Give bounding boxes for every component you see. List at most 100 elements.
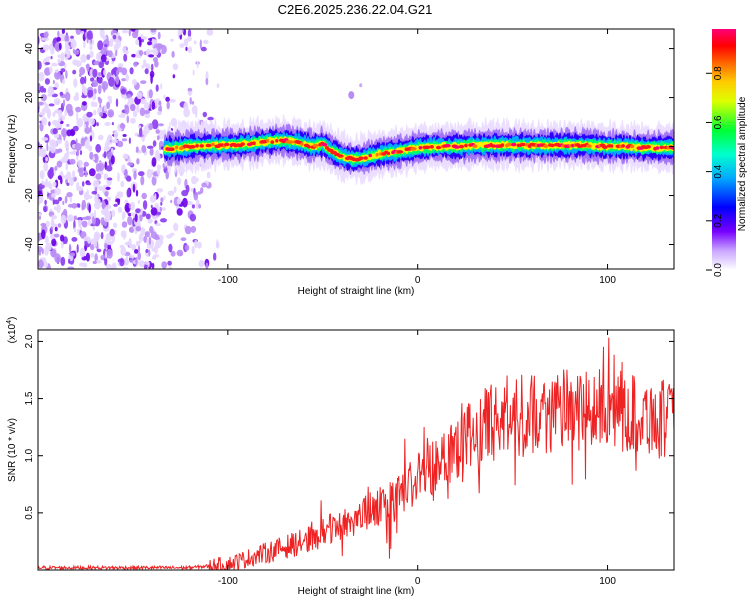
noise-blob	[89, 118, 95, 126]
noise-blob	[97, 96, 101, 101]
noise-blob	[147, 218, 153, 224]
noise-blob	[91, 190, 98, 195]
noise-blob	[153, 56, 158, 63]
noise-blob	[104, 191, 109, 197]
noise-blob	[74, 143, 82, 151]
noise-blob	[111, 262, 117, 269]
noise-blob	[95, 52, 103, 62]
noise-blob	[148, 123, 154, 131]
noise-blob	[71, 237, 78, 242]
noise-blob	[95, 143, 102, 153]
noise-blob	[104, 44, 108, 47]
noise-blob	[57, 30, 60, 38]
noise-blob	[156, 43, 162, 52]
noise-blob	[86, 182, 92, 186]
noise-blob	[80, 76, 85, 85]
noise-blob	[38, 60, 42, 70]
ridge-core-cell	[223, 142, 230, 147]
noise-blob	[53, 233, 60, 238]
noise-blob	[144, 113, 151, 119]
noise-blob	[200, 46, 207, 52]
ridge-core-cell	[337, 154, 344, 158]
noise-blob	[182, 197, 188, 208]
noise-blob	[58, 196, 63, 202]
ridge-core-cell	[270, 140, 275, 144]
ridge-core-cell	[602, 145, 608, 149]
noise-blob	[132, 79, 137, 86]
noise-blob	[79, 262, 86, 267]
ridge-core-cell	[175, 145, 179, 150]
noise-blob	[195, 108, 198, 119]
noise-blob	[140, 208, 143, 215]
noise-blob	[148, 54, 155, 58]
noise-blob	[169, 98, 176, 103]
noise-blob	[122, 134, 127, 137]
noise-blob	[79, 150, 83, 156]
noise-blob	[92, 68, 98, 78]
noise-blob	[128, 227, 133, 233]
noise-blob	[135, 240, 142, 244]
noise-blob	[159, 237, 164, 246]
noise-blob	[38, 101, 44, 106]
noise-blob	[129, 244, 136, 249]
noise-blob	[359, 83, 363, 88]
noise-blob	[170, 38, 174, 42]
noise-blob	[72, 69, 77, 75]
noise-blob	[150, 74, 153, 84]
noise-blob	[156, 111, 162, 116]
noise-blob	[173, 222, 179, 232]
ridge-core-cell	[275, 139, 279, 143]
noise-blob	[70, 35, 74, 39]
noise-blob	[77, 159, 83, 168]
noise-blob	[54, 165, 58, 171]
noise-blob	[81, 220, 88, 228]
snr-panel: -100 0 100 0.5 1.0 1.5 2.0 Height of straight …	[6, 317, 675, 597]
noise-blob	[40, 37, 45, 41]
noise-blob	[72, 170, 76, 179]
noise-blob	[133, 61, 138, 67]
noise-blob	[129, 259, 133, 263]
noise-blob	[80, 137, 86, 147]
noise-blob	[50, 143, 56, 154]
noise-blob	[60, 256, 66, 266]
noise-blob	[184, 244, 190, 251]
noise-blob	[41, 117, 48, 126]
noise-blob	[45, 243, 52, 251]
noise-blob	[104, 217, 111, 223]
noise-blob	[197, 191, 202, 195]
noise-blob	[64, 109, 67, 117]
colorbar-tick-label: 0.6	[713, 115, 724, 129]
noise-blob	[86, 54, 91, 60]
ridge-core-cell	[287, 140, 294, 144]
noise-blob	[199, 39, 202, 49]
snr-ylabel: SNR (10 * v/v)	[7, 418, 18, 482]
noise-blob	[163, 195, 166, 200]
noise-blob	[43, 31, 49, 38]
noise-blob	[130, 104, 136, 112]
noise-blob	[59, 32, 66, 42]
noise-blob	[64, 139, 69, 150]
noise-blob	[41, 137, 49, 141]
noise-blob	[93, 175, 96, 179]
noise-blob	[63, 133, 66, 141]
x-tick-label: 100	[599, 275, 616, 286]
y-tick-label: 0	[24, 143, 35, 149]
noise-blob	[50, 218, 55, 228]
noise-blob	[53, 199, 60, 205]
noise-blob	[138, 260, 145, 268]
noise-blob	[122, 153, 129, 160]
noise-blob	[100, 54, 107, 63]
noise-blob	[142, 200, 148, 210]
noise-blob	[69, 158, 76, 165]
noise-blob	[103, 84, 106, 93]
noise-blob	[115, 39, 122, 48]
noise-blob	[150, 207, 158, 216]
noise-blob	[86, 189, 89, 198]
noise-blob	[172, 63, 179, 71]
noise-blob	[75, 29, 81, 35]
noise-blob	[52, 128, 58, 135]
noise-blob	[62, 99, 66, 107]
noise-blob	[192, 69, 195, 76]
noise-blob	[60, 234, 65, 242]
noise-blob	[185, 46, 188, 52]
